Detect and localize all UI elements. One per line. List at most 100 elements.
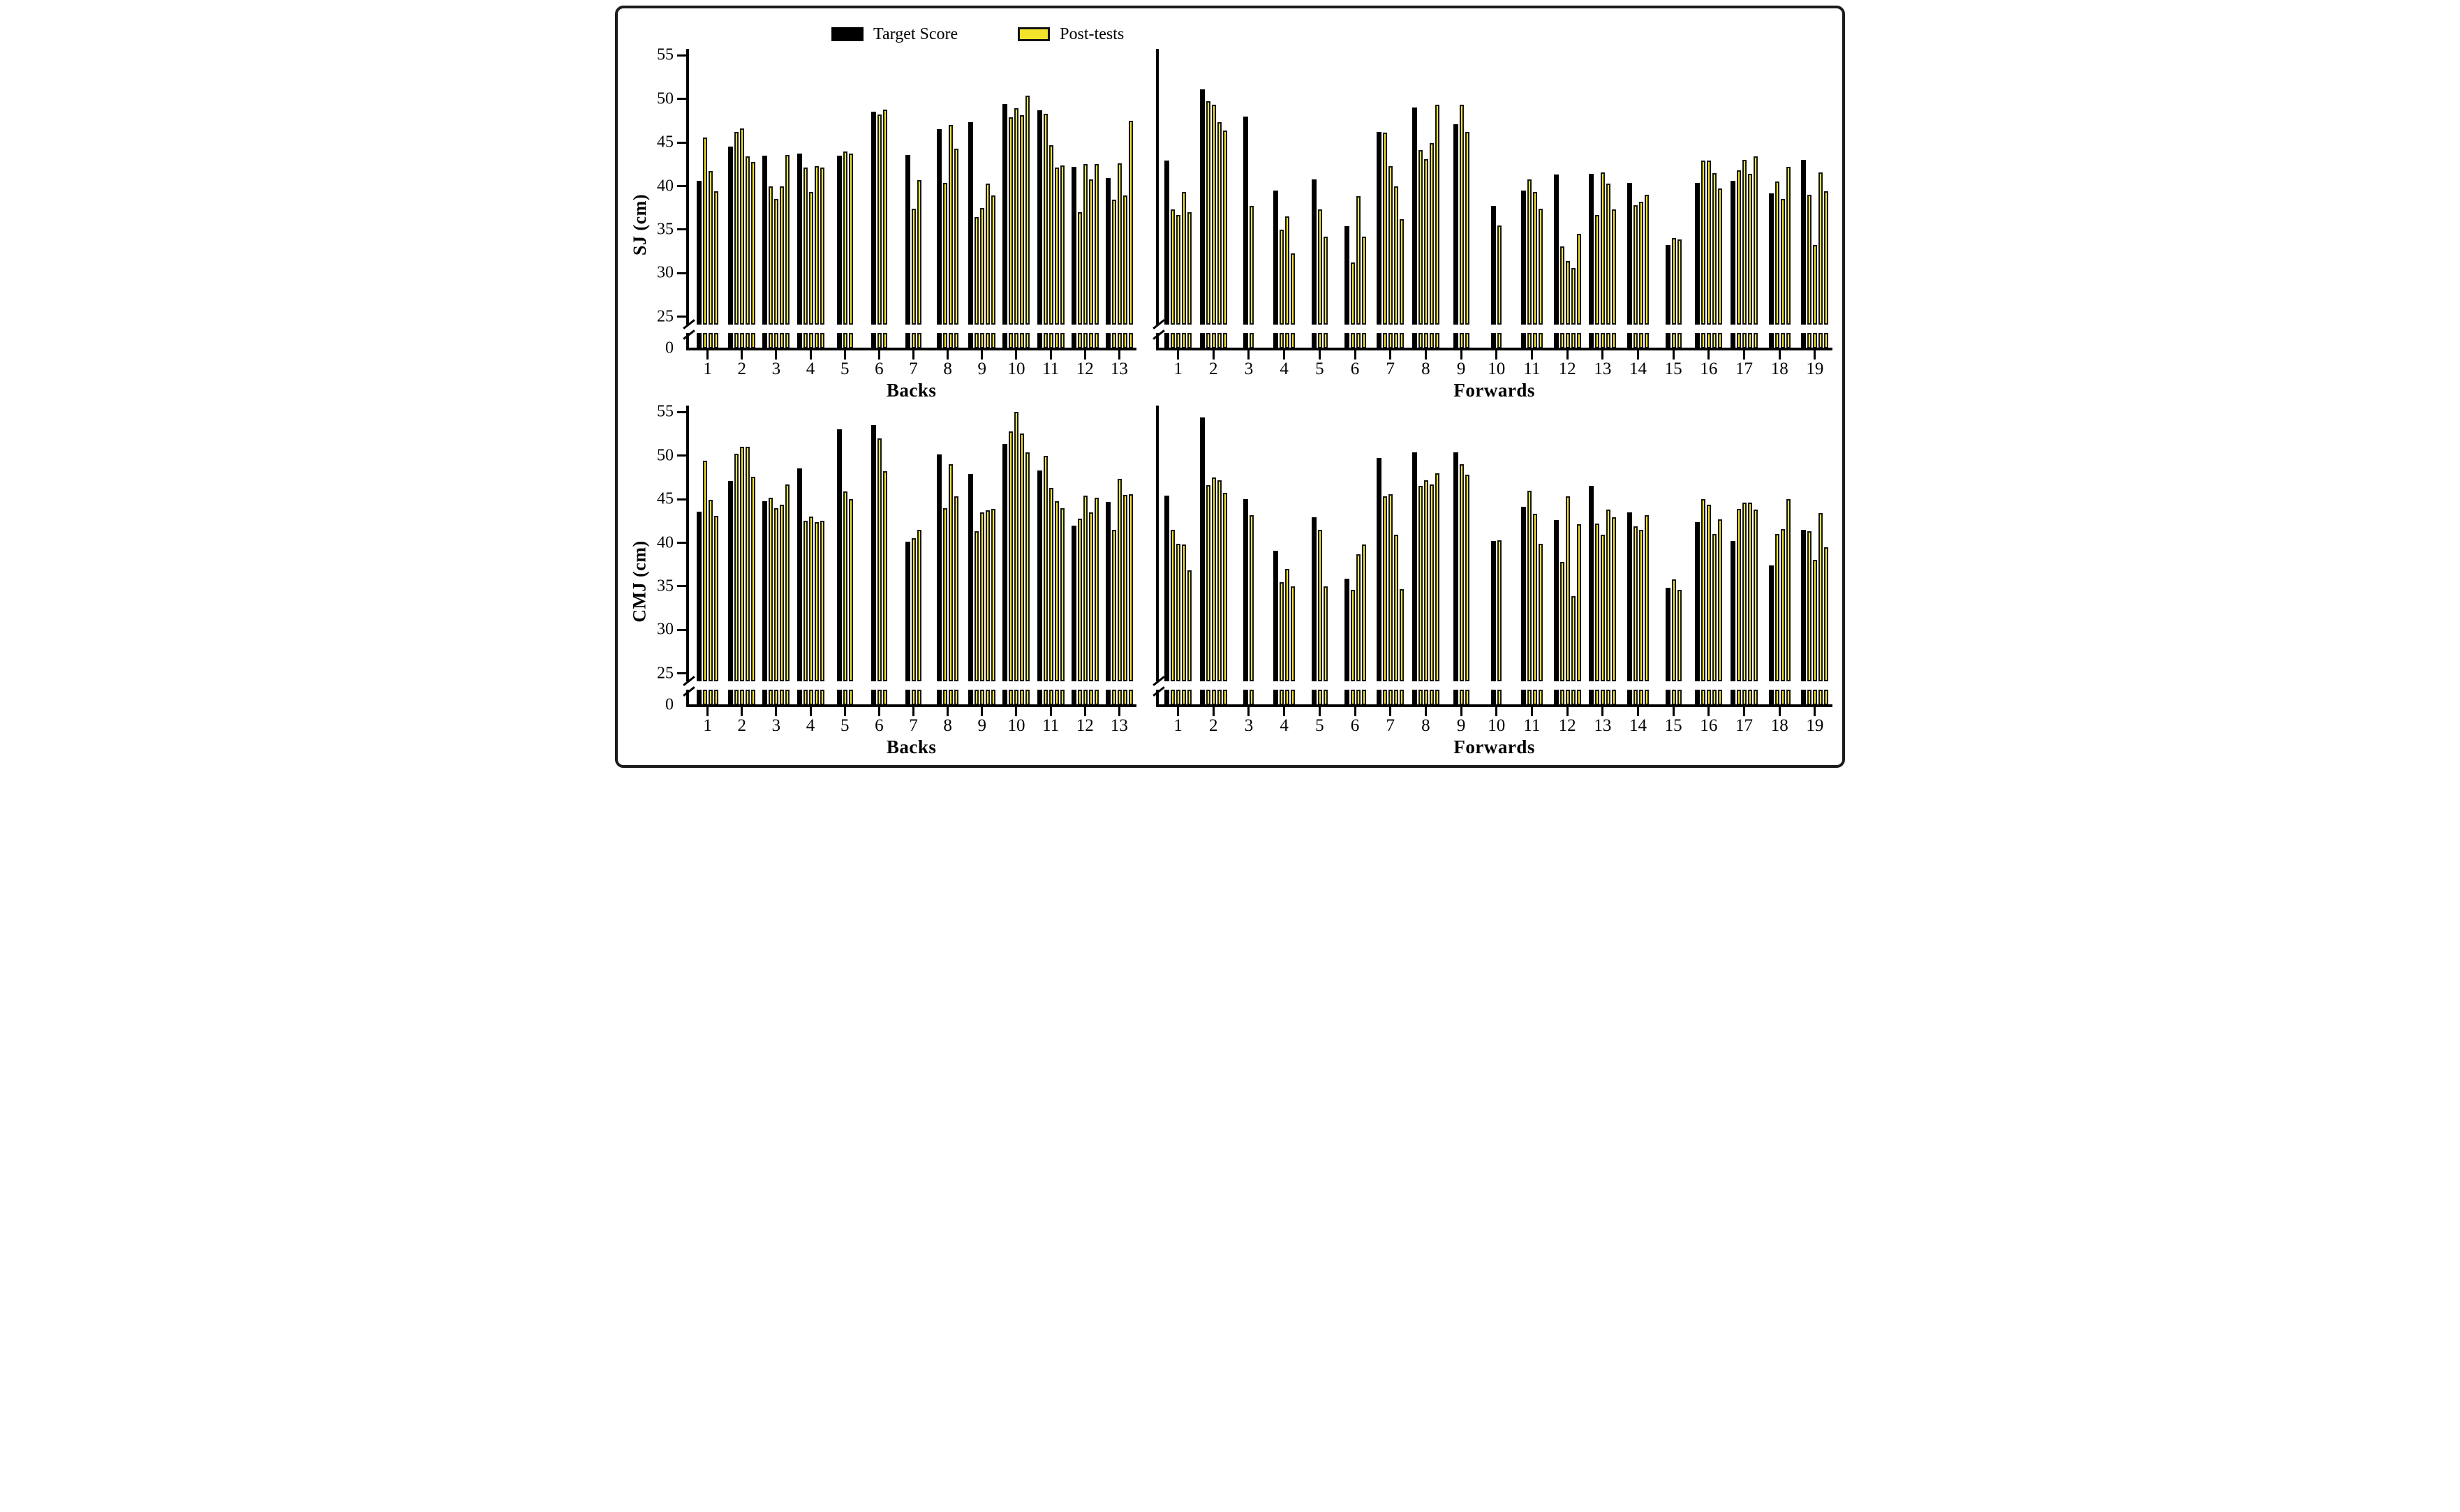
post-test-bar	[1206, 485, 1210, 681]
post-test-bar	[1423, 480, 1428, 681]
post-test-bar	[1122, 195, 1127, 325]
target-bar-stub	[1665, 333, 1670, 348]
x-tick-label: 13	[1594, 716, 1612, 735]
post-test-bar	[1718, 519, 1723, 681]
target-bar-stub	[968, 690, 974, 705]
post-test-bar-stub	[740, 333, 745, 348]
post-test-bar	[917, 529, 921, 681]
x-tick-mark	[1354, 350, 1356, 360]
post-test-bar-stub	[949, 690, 954, 705]
post-test-bar	[1707, 504, 1712, 681]
post-test-bar-stub	[1737, 690, 1742, 705]
x-tick-mark	[1118, 350, 1120, 360]
post-test-bar	[1060, 507, 1065, 681]
plot-area-cmj-backs	[683, 404, 1137, 707]
post-test-bar	[1250, 206, 1254, 325]
legend-label-target: Target Score	[873, 24, 958, 43]
x-tick-mark	[1354, 707, 1356, 716]
post-test-bar-stub	[1025, 333, 1030, 348]
post-test-bar-stub	[1323, 690, 1328, 705]
post-test-bar-stub	[1742, 333, 1747, 348]
post-test-bar-stub	[1595, 690, 1600, 705]
target-bar-stub	[1589, 333, 1594, 348]
x-tick-label: 3	[771, 360, 781, 378]
target-bar-stub	[796, 690, 802, 705]
post-test-bar-stub	[774, 690, 779, 705]
post-test-bar-stub	[1606, 690, 1611, 705]
post-test-bar	[1701, 161, 1706, 325]
post-test-bar	[1350, 262, 1355, 325]
legend-label-posttests: Post-tests	[1060, 24, 1125, 43]
target-bar	[1002, 104, 1008, 325]
x-tick-label: 18	[1770, 716, 1788, 735]
x-tick-label: 7	[909, 716, 918, 735]
target-bar	[1311, 179, 1317, 325]
y-axis-ticks: 55 50 45 40 35 30 25 0	[653, 46, 686, 357]
post-test-bar	[1054, 168, 1059, 325]
post-test-bar-stub	[848, 690, 853, 705]
y-tick-mark	[677, 628, 686, 631]
post-test-bar-stub	[734, 690, 739, 705]
post-test-bar	[1532, 192, 1537, 325]
post-test-bar	[1813, 245, 1818, 325]
post-test-bar-stub	[1054, 690, 1059, 705]
sj-row: SJ (cm) 55 50 45 40 35 30 25 0 1 2 3 4 5 6 7 8 9 10 11 12 1…	[628, 46, 1832, 401]
post-test-bar	[1088, 179, 1093, 325]
target-bar-stub	[1768, 333, 1774, 348]
post-test-bar	[1128, 120, 1133, 325]
post-test-bar-stub	[1128, 333, 1133, 348]
post-test-bar	[1497, 225, 1502, 325]
post-test-bar	[1497, 540, 1502, 681]
target-bar-stub	[836, 333, 842, 348]
target-bar-stub	[1002, 333, 1008, 348]
post-test-bar	[740, 128, 745, 325]
x-tick-mark	[741, 707, 743, 716]
post-test-bar	[1559, 561, 1564, 681]
post-test-bar	[980, 512, 985, 681]
target-bar	[1665, 245, 1670, 325]
post-test-bar	[1538, 208, 1543, 325]
post-test-bar	[1187, 212, 1192, 325]
x-tick-mark	[1424, 350, 1427, 360]
post-test-bar-stub	[1356, 690, 1361, 705]
x-tick-mark	[1601, 707, 1604, 716]
post-test-bar	[1677, 589, 1682, 681]
x-tick-mark	[775, 350, 778, 360]
target-bar-stub	[1801, 333, 1807, 348]
post-test-bar	[1025, 95, 1030, 325]
y-tick-label: 35	[657, 220, 674, 239]
post-test-bar-stub	[1206, 690, 1210, 705]
post-test-bar	[1774, 534, 1779, 681]
target-bar	[796, 468, 802, 681]
target-bar	[905, 154, 910, 325]
post-test-bar	[1606, 183, 1611, 325]
post-test-bar-stub	[1559, 333, 1564, 348]
post-test-bar-stub	[1527, 333, 1532, 348]
post-test-bar-stub	[1111, 690, 1116, 705]
post-test-bar	[949, 464, 954, 681]
post-test-bar	[1807, 531, 1812, 681]
x-tick-label: 5	[840, 716, 850, 735]
post-test-bar-stub	[1077, 333, 1082, 348]
x-tick-label: 6	[1350, 360, 1360, 378]
x-tick-mark	[981, 350, 984, 360]
y-tick-mark	[677, 454, 686, 457]
post-test-bar-stub	[1824, 690, 1829, 705]
post-test-bar	[1595, 214, 1600, 325]
x-tick-label: 15	[1664, 716, 1682, 735]
x-tick-mark	[1212, 350, 1215, 360]
post-test-bar-stub	[1317, 690, 1322, 705]
post-test-bar-stub	[1718, 333, 1723, 348]
post-test-bar	[808, 517, 813, 681]
x-axis-line	[686, 704, 1137, 707]
post-test-bar-stub	[1094, 690, 1099, 705]
x-tick-label: 13	[1594, 360, 1612, 378]
post-test-bar	[1418, 150, 1423, 325]
post-test-bar-stub	[1187, 333, 1192, 348]
post-test-bar-stub	[954, 690, 959, 705]
target-bar	[937, 454, 942, 681]
y-tick-label: 25	[657, 307, 674, 326]
post-test-bar-stub	[1350, 690, 1355, 705]
panel-sj-backs: SJ (cm) 55 50 45 40 35 30 25 0 1 2 3 4 5 6 7 8 9 10 11 12 1…	[628, 46, 1137, 401]
post-test-bar	[1077, 518, 1082, 681]
